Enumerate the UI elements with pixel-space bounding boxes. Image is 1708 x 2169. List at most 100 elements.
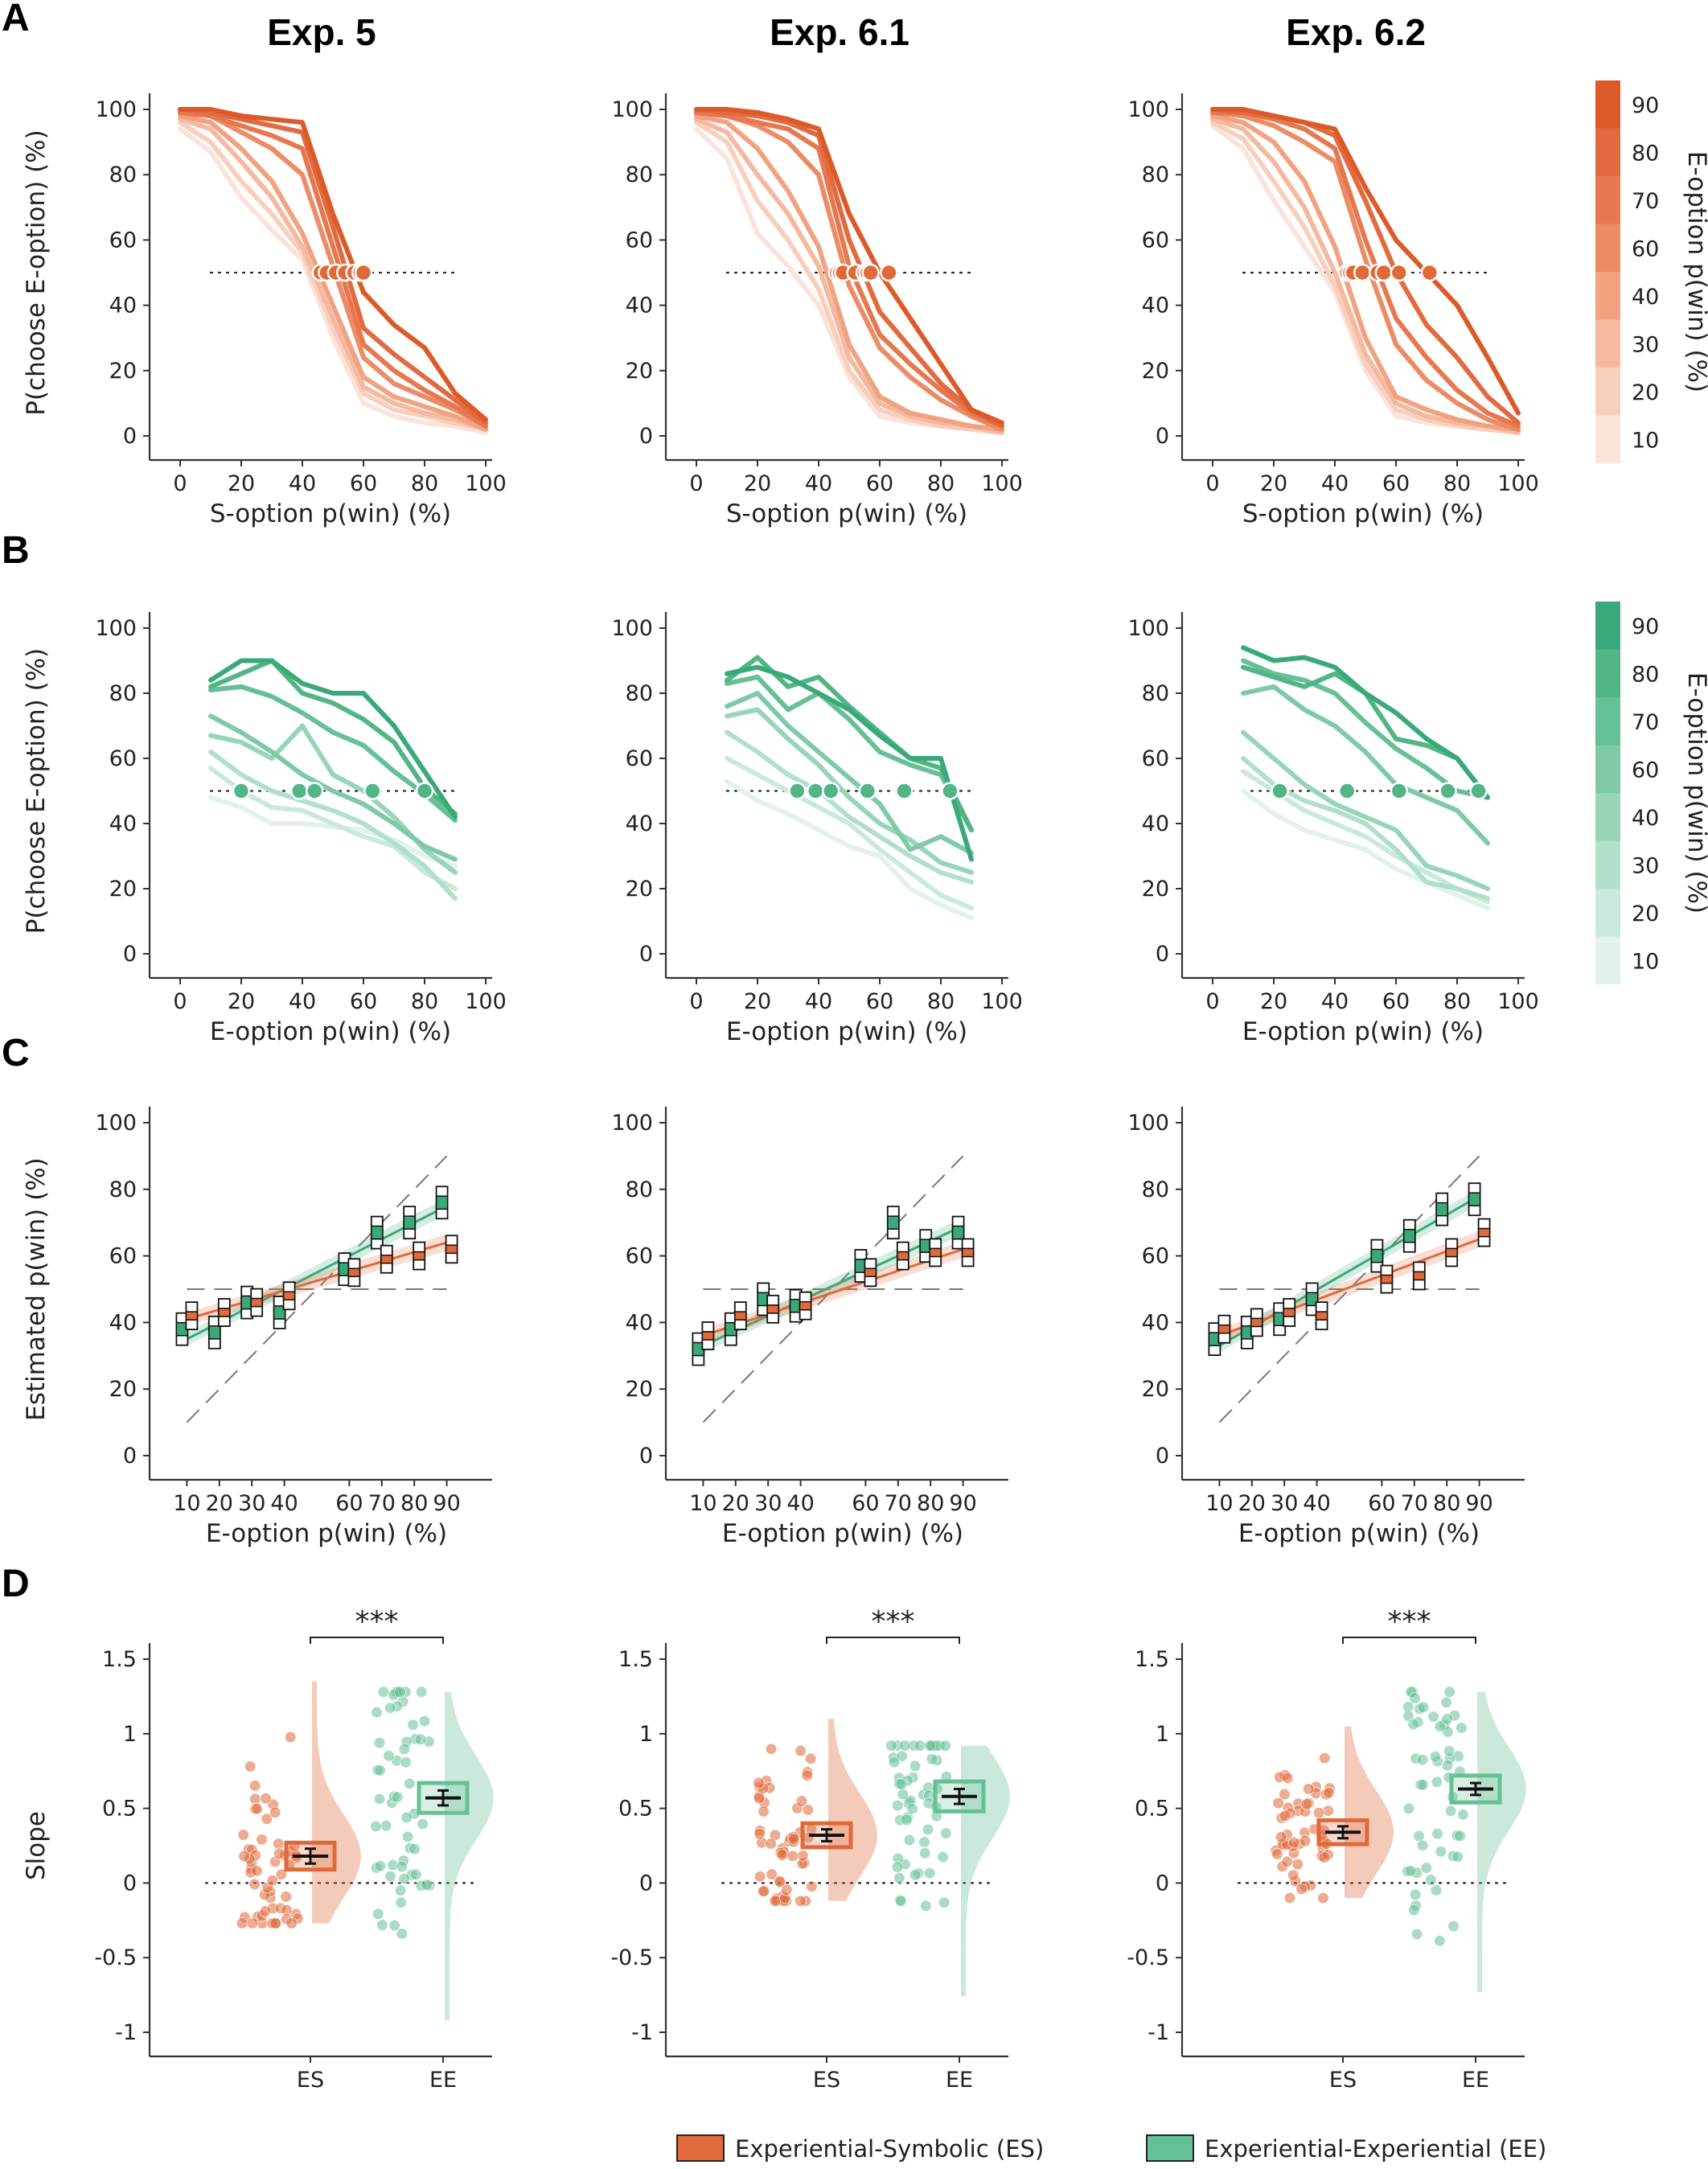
panel-a-series-line-20 [694, 120, 1004, 435]
panel-d-point-ee [937, 1851, 950, 1863]
panel-d-point-ee [1431, 1776, 1443, 1789]
panel-a-ytick-label: 100 [611, 97, 653, 122]
panel-d-point-ee [1424, 1874, 1437, 1886]
panel-c-mean-es [1380, 1274, 1394, 1284]
panel-a-pse-marker [1374, 263, 1394, 282]
panel-d-point-ee [903, 1834, 916, 1847]
panel-d-point-ee [1451, 1851, 1464, 1863]
panel-b-ytick-label: 40 [109, 811, 137, 836]
panel-d-point-ee [1410, 1928, 1423, 1941]
panel-d-ytick-label: 1 [1156, 1722, 1169, 1747]
panel-a-ytick-label: 40 [1142, 294, 1169, 318]
panel-c-xtick-label: 20 [1238, 1491, 1266, 1516]
panel-b-xtick-label: 40 [1321, 989, 1349, 1014]
panel-c-mean-ee [1468, 1192, 1481, 1206]
panel-b-series-line-30 [725, 729, 974, 885]
panel-c-identity-line [186, 1155, 448, 1423]
panel-d-point-ee [909, 1760, 922, 1773]
colorbar-orange-swatch [1595, 272, 1620, 320]
column-title-exp61: Exp. 6.1 [770, 11, 909, 53]
panel-a-series-line-30 [178, 117, 488, 432]
panel-b-pse-marker [289, 782, 309, 800]
panel-c-ylabel: Estimated p(win) (%) [22, 1157, 51, 1420]
colorbar-green-title: E-option p(win) (%) [1682, 672, 1708, 914]
panel-d-point-ee [401, 1830, 414, 1843]
panel-d-significance-bracket [310, 1637, 444, 1644]
panel-c-ytick-label: 60 [109, 1244, 137, 1269]
colorbar-orange: 90 80 70 60 40 30 20 10 E-option p(win) (%) [1595, 80, 1708, 463]
panel-b-ytick-label: 80 [109, 681, 137, 706]
panel-d-point-ee [918, 1836, 930, 1848]
panel-d-significance-label: *** [872, 1605, 915, 1638]
panel-c-ytick-label: 0 [123, 1444, 137, 1469]
panel-d-ytick-label: -0.5 [94, 1945, 137, 1970]
panel-d-point-es [765, 1743, 778, 1756]
panel-letter-d: D [2, 1563, 30, 1605]
panel-c-xtick-label: 60 [335, 1491, 363, 1516]
panel-b-series-line-10 [208, 795, 458, 869]
panel-a-series-line-80 [178, 107, 488, 425]
panel-c-xtick-label: 60 [852, 1491, 879, 1516]
panel-b-pse-marker [1439, 782, 1457, 800]
panel-d-ytick-label: -1 [115, 2020, 137, 2045]
panel-b-series-line-70 [208, 684, 458, 823]
panel-d-ytick-label: -1 [1148, 2020, 1169, 2045]
panel-b-xtick-label: 20 [744, 989, 771, 1014]
panel-d-point-ee [374, 1859, 387, 1872]
panel-c-ytick-label: 20 [109, 1377, 137, 1402]
panel-c-mean-es [1217, 1324, 1231, 1334]
panel-d-point-ee [1420, 1862, 1433, 1875]
panel-a-xtick-label: 0 [689, 471, 703, 496]
panel-d-point-es [1291, 1858, 1304, 1871]
panel-a-series-line-10 [178, 126, 488, 435]
panel-c-ytick-label: 20 [1142, 1377, 1169, 1402]
panel-c-xlabel: E-option p(win) (%) [206, 1519, 447, 1548]
panel-a-xtick-label: 80 [927, 471, 955, 496]
colorbar-orange-level-label: 40 [1632, 285, 1659, 310]
panel-d-xtick-label: EE [429, 2068, 457, 2093]
panel-d-point-ee [384, 1702, 396, 1715]
panel-a-xtick-label: 40 [805, 471, 832, 496]
panel-b-xtick-label: 100 [1497, 989, 1539, 1014]
panel-a-pse-marker [1353, 263, 1372, 282]
panel-d-violin-es [828, 1719, 877, 1901]
panel-b-pse-marker [1271, 782, 1289, 800]
panel-d-ytick-label: -1 [631, 2020, 653, 2045]
panel-b-xtick-label: 20 [228, 989, 255, 1014]
panel-d-ytick-label: 0 [123, 1871, 137, 1896]
panel-d-xtick-label: EE [946, 2068, 973, 2093]
panel-c-mean-ee [208, 1325, 221, 1340]
panel-d-point-ee [372, 1908, 384, 1920]
panel-b-ytick-label: 20 [1142, 877, 1169, 902]
panel-c-xtick-label: 80 [400, 1491, 428, 1516]
colorbar-green-swatch [1595, 697, 1620, 746]
panel-d-point-es [244, 1760, 257, 1773]
panel-a-ytick-label: 0 [123, 424, 137, 449]
panel-d-point-ee [888, 1756, 901, 1768]
panel-b-ytick-label: 80 [626, 681, 653, 706]
panel-b-ytick-label: 0 [123, 942, 137, 967]
panel-d-point-ee [403, 1777, 416, 1790]
panel-b-exp3: 0 20 40 60 80 100 0 20 40 60 80 100 E-option p(win) … [1127, 612, 1539, 1046]
panel-d-point-es [758, 1885, 770, 1898]
panel-c-xtick-label: 70 [368, 1491, 396, 1516]
panel-d-point-es [1318, 1851, 1331, 1864]
panel-d-significance-label: *** [355, 1605, 399, 1638]
panel-c-ytick-label: 0 [639, 1444, 653, 1469]
panel-b-pse-marker [895, 782, 914, 800]
panel-d-violin-ee [961, 1745, 1010, 1997]
panel-d-point-es [1283, 1892, 1296, 1904]
colorbar-orange-swatch [1595, 319, 1620, 368]
panel-a-ytick-label: 20 [1142, 359, 1169, 384]
panel-d-ytick-label: -0.5 [1127, 1945, 1169, 1970]
legend-label-es: Experiential-Symbolic (ES) [735, 2135, 1044, 2163]
panel-d-point-ee [373, 1736, 386, 1749]
panel-d-point-es [1287, 1869, 1299, 1882]
panel-c-xlabel: E-option p(win) (%) [1238, 1519, 1480, 1548]
colorbar-orange-swatch [1595, 224, 1620, 272]
colorbar-green-swatch [1595, 840, 1620, 889]
panel-d-point-ee [421, 1879, 433, 1892]
panel-d-point-es [269, 1917, 282, 1929]
panel-d-point-ee [382, 1749, 395, 1762]
panel-d-point-es [261, 1813, 273, 1826]
